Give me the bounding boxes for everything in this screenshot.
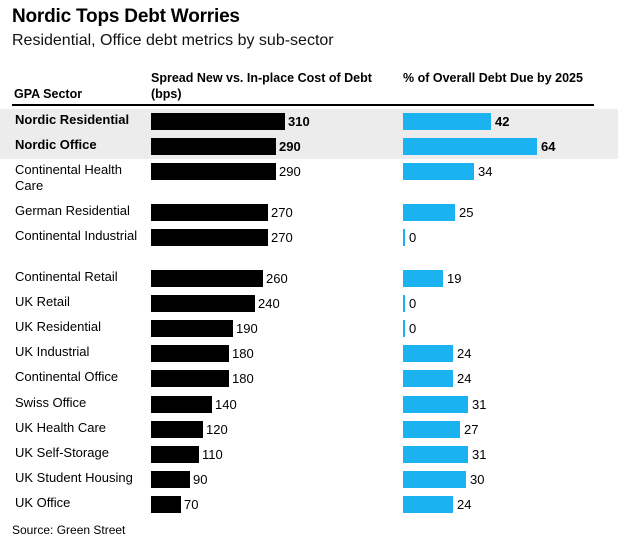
debt-due-value-label: 27: [464, 422, 479, 437]
table-row: German Residential 270 25: [0, 200, 618, 225]
table-row: UK Self-Storage 110 31: [0, 442, 618, 467]
debt-due-value-label: 24: [457, 346, 472, 361]
debt-due-value-label: 0: [409, 230, 417, 245]
sector-label: UK Self-Storage: [15, 445, 109, 460]
chart-title: Nordic Tops Debt Worries: [12, 6, 240, 27]
spread-bar: [151, 163, 276, 180]
chart-subtitle: Residential, Office debt metrics by sub-…: [12, 32, 334, 49]
debt-due-value-label: 25: [459, 205, 474, 220]
sector-label: UK Student Housing: [15, 470, 133, 485]
debt-due-value-label: 64: [541, 139, 556, 154]
table-row: UK Industrial 180 24: [0, 341, 618, 366]
spread-value-label: 180: [232, 371, 254, 386]
spread-value-label: 110: [202, 447, 223, 462]
spread-bar: [151, 113, 285, 130]
debt-due-bar: [403, 345, 453, 362]
table-row: UK Student Housing 90 30: [0, 467, 618, 492]
spread-value-label: 270: [271, 205, 293, 220]
debt-due-bar: [403, 138, 537, 155]
debt-due-value-label: 24: [457, 371, 472, 386]
header-divider: [12, 104, 594, 106]
column-header-sector: GPA Sector: [14, 87, 83, 101]
debt-due-value-label: 42: [495, 114, 510, 129]
debt-due-bar: [403, 446, 468, 463]
table-row: Nordic Residential 310 42: [0, 109, 618, 134]
spread-bar: [151, 421, 203, 438]
debt-due-value-label: 0: [409, 296, 417, 311]
sector-label: Nordic Office: [15, 137, 97, 152]
spread-value-label: 70: [184, 497, 199, 512]
source-note: Source: Green Street: [12, 523, 126, 537]
spread-bar: [151, 396, 212, 413]
sector-label: Continental Office: [15, 369, 119, 384]
spread-value-label: 270: [271, 230, 293, 245]
sector-label: UK Retail: [15, 294, 70, 309]
table-row: UK Retail 240 0: [0, 291, 618, 316]
table-row: UK Office 70 24: [0, 492, 618, 517]
spread-value-label: 290: [279, 164, 301, 179]
table-row: UK Health Care 120 27: [0, 417, 618, 442]
spread-value-label: 310: [288, 114, 310, 129]
spread-value-label: 190: [236, 321, 258, 336]
sector-label: UK Industrial: [15, 344, 90, 359]
debt-due-value-label: 19: [447, 271, 462, 286]
spread-bar: [151, 204, 268, 221]
sector-label: German Residential: [15, 203, 130, 218]
column-header-debt-due: % of Overall Debt Due by 2025: [403, 71, 583, 85]
spread-bar: [151, 229, 268, 246]
spread-bar: [151, 471, 190, 488]
debt-due-bar: [403, 270, 443, 287]
table-row: UK Residential 190 0: [0, 316, 618, 341]
spread-bar: [151, 295, 255, 312]
debt-due-value-label: 24: [457, 497, 472, 512]
debt-due-value-label: 30: [470, 472, 485, 487]
spread-value-label: 90: [193, 472, 208, 487]
table-row: Continental Health Care 290 34: [0, 159, 618, 199]
spread-bar: [151, 320, 233, 337]
debt-due-bar: [403, 320, 405, 337]
table-row: Swiss Office 140 31: [0, 392, 618, 417]
sector-label: Swiss Office: [15, 395, 87, 410]
spread-value-label: 180: [232, 346, 254, 361]
debt-due-value-label: 31: [472, 447, 487, 462]
spread-value-label: 140: [215, 397, 237, 412]
spread-value-label: 120: [206, 422, 228, 437]
debt-due-bar: [403, 113, 491, 130]
debt-due-bar: [403, 471, 466, 488]
spread-value-label: 260: [266, 271, 288, 286]
table-row: Continental Industrial 270 0: [0, 225, 618, 265]
sector-label: Continental Retail: [15, 269, 118, 284]
debt-due-value-label: 31: [472, 397, 487, 412]
spread-value-label: 240: [258, 296, 280, 311]
debt-due-value-label: 34: [478, 164, 493, 179]
debt-due-bar: [403, 204, 455, 221]
sector-label: UK Health Care: [15, 420, 107, 435]
debt-due-bar: [403, 229, 405, 246]
sector-label: UK Office: [15, 495, 71, 510]
debt-due-bar: [403, 370, 453, 387]
table-row: Nordic Office 290 64: [0, 134, 618, 159]
sector-label: Nordic Residential: [15, 112, 130, 127]
sector-label: Continental Health Care: [15, 162, 122, 193]
spread-bar: [151, 138, 276, 155]
debt-due-value-label: 0: [409, 321, 417, 336]
spread-bar: [151, 345, 229, 362]
debt-due-bar: [403, 396, 468, 413]
debt-due-bar: [403, 421, 460, 438]
spread-bar: [151, 496, 181, 513]
debt-due-bar: [403, 295, 405, 312]
sector-label: Continental Industrial: [15, 228, 138, 243]
table-row: Continental Retail 260 19: [0, 266, 618, 291]
spread-bar: [151, 270, 263, 287]
table-row: Continental Office 180 24: [0, 366, 618, 392]
spread-bar: [151, 446, 199, 463]
spread-bar: [151, 370, 229, 387]
debt-due-bar: [403, 496, 453, 513]
column-header-spread: Spread New vs. In-place Cost of Debt (bp…: [151, 71, 372, 101]
sector-label: UK Residential: [15, 319, 101, 334]
debt-due-bar: [403, 163, 474, 180]
spread-value-label: 290: [279, 139, 301, 154]
